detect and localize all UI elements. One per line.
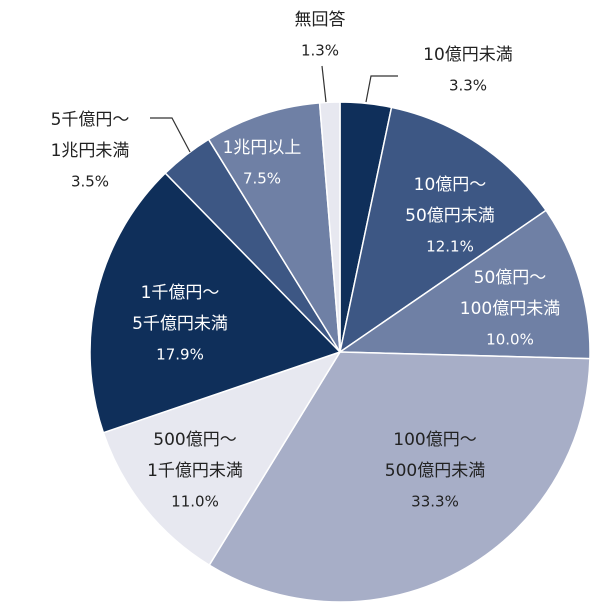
slice-label: 500億円未満 xyxy=(385,461,485,481)
pie-slice xyxy=(208,351,591,603)
slice-label: 1兆円以上 xyxy=(223,138,302,158)
leader-line xyxy=(150,117,191,153)
slice-label: 1兆円未満 xyxy=(51,141,130,161)
slice-label: 50億円未満 xyxy=(405,206,495,226)
value-label: 3.3% xyxy=(449,77,487,95)
slice-label: 1千億円未満 xyxy=(147,461,243,481)
slice-label: 500億円～ xyxy=(153,430,236,450)
value-label: 3.5% xyxy=(71,173,109,191)
slice-label: 5千億円未満 xyxy=(132,314,228,334)
leader-line xyxy=(365,75,398,103)
slice-label: 100億円未満 xyxy=(460,299,560,319)
value-label: 17.9% xyxy=(156,346,204,364)
pie-slice xyxy=(207,102,341,353)
pie-slice xyxy=(338,106,548,354)
pie-slice xyxy=(337,209,591,360)
pie-slice xyxy=(318,101,341,353)
slice-label: 1千億円～ xyxy=(141,283,220,303)
pie-slice xyxy=(89,172,342,434)
value-label: 11.0% xyxy=(171,493,219,511)
value-label: 12.1% xyxy=(426,238,474,256)
slice-label: 10億円～ xyxy=(414,175,487,195)
slices xyxy=(89,101,591,603)
slice-label: 100億円～ xyxy=(393,430,476,450)
slice-label: 5千億円～ xyxy=(51,110,130,130)
leader-line xyxy=(321,65,327,103)
value-label: 1.3% xyxy=(301,42,339,60)
value-label: 7.5% xyxy=(243,170,281,188)
value-label: 33.3% xyxy=(411,493,459,511)
slice-label: 50億円～ xyxy=(474,268,547,288)
slice-label: 無回答 xyxy=(295,10,346,30)
pie-slice xyxy=(102,350,342,567)
value-label: 10.0% xyxy=(486,331,534,349)
slice-label: 10億円未満 xyxy=(423,45,513,65)
